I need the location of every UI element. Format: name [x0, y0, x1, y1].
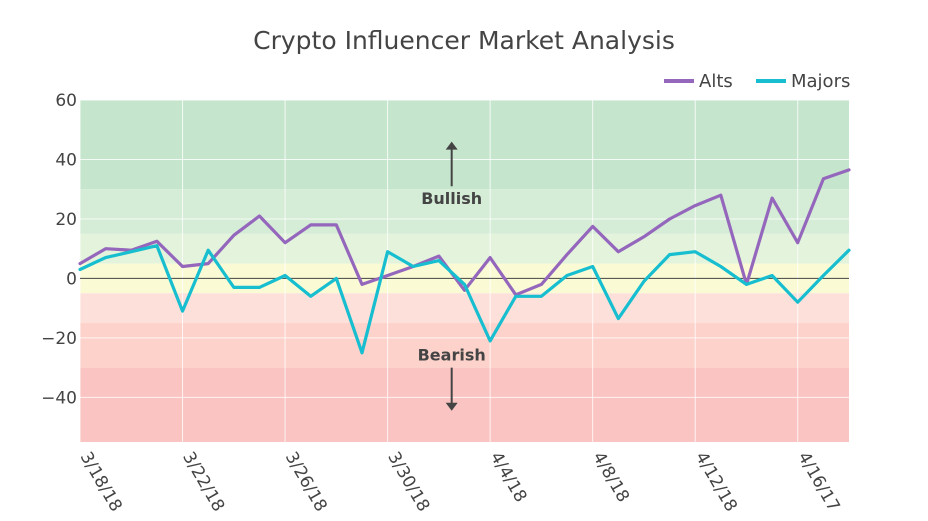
annotation-bearish: Bearish	[418, 345, 486, 364]
series-lines	[78, 168, 851, 355]
y-tick-label: 40	[55, 150, 77, 170]
y-tick-label: 60	[55, 91, 77, 111]
series-line-majors	[78, 244, 851, 355]
x-tick-label: 4/12/18	[691, 449, 741, 516]
legend-label: Alts	[699, 71, 733, 92]
legend-item-alts[interactable]: Alts	[664, 71, 733, 92]
x-tick-label: 3/26/18	[281, 449, 331, 516]
series-line-alts	[78, 168, 851, 297]
x-tick-label: 3/30/18	[383, 449, 433, 516]
band-0	[80, 100, 849, 190]
x-tick-label: 4/16/17	[793, 449, 843, 516]
sentiment-bands	[80, 100, 849, 442]
y-tick-label: 20	[55, 210, 77, 230]
x-tick-label: 3/22/18	[178, 449, 228, 516]
band-5	[80, 323, 849, 368]
y-tick-label: 0	[66, 269, 77, 289]
annotation-bullish: Bullish	[421, 189, 482, 208]
x-tick-label: 4/4/18	[486, 449, 531, 506]
band-4	[80, 293, 849, 324]
y-tick-label: −40	[41, 388, 77, 408]
annotation-arrow-head	[445, 402, 458, 411]
x-tick-label: 3/18/18	[76, 449, 126, 516]
legend-item-majors[interactable]: Majors	[756, 71, 850, 92]
legend[interactable]: Alts Majors	[664, 71, 850, 92]
x-tick-label: 4/8/18	[588, 449, 633, 506]
band-6	[80, 367, 849, 442]
y-tick-label: −20	[41, 329, 77, 349]
chart-title: Crypto Influencer Market Analysis	[253, 26, 675, 55]
legend-label: Majors	[791, 71, 850, 92]
y-axis-ticks: −40 −20 0 20 40 60	[41, 91, 77, 408]
x-axis-ticks: 3/18/18 3/22/18 3/26/18 3/30/18 4/4/18 4/8/18…	[76, 449, 844, 516]
annotations: Bullish Bearish	[418, 141, 486, 411]
annotation-arrow-head	[445, 141, 458, 150]
